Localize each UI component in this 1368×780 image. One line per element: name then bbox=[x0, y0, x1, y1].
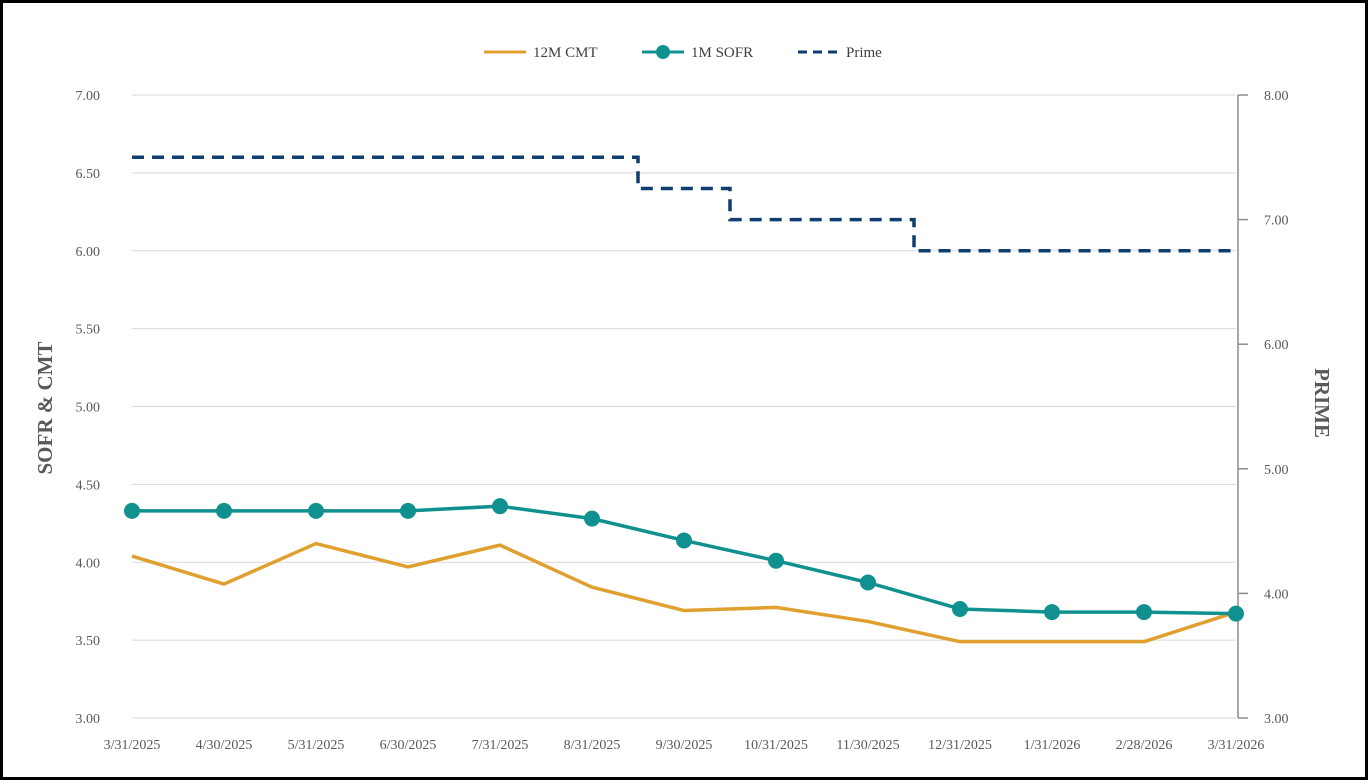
x-tick-label: 4/30/2025 bbox=[196, 738, 253, 753]
x-tick-label: 3/31/2025 bbox=[104, 738, 161, 753]
x-tick-label: 5/31/2025 bbox=[288, 738, 345, 753]
right-tick-label: 7.00 bbox=[1264, 214, 1289, 229]
left-tick-label: 4.00 bbox=[76, 556, 101, 571]
left-tick-label: 3.00 bbox=[76, 712, 101, 727]
legend: 12M CMT 1M SOFR Prime bbox=[484, 45, 882, 61]
sofr-point bbox=[584, 510, 600, 527]
legend-marker-1m-sofr bbox=[656, 45, 670, 59]
sofr-point bbox=[308, 502, 324, 519]
legend-item-12m-cmt: 12M CMT bbox=[484, 45, 598, 61]
sofr-point bbox=[400, 502, 416, 519]
x-tick-label: 1/31/2026 bbox=[1024, 738, 1081, 753]
legend-item-1m-sofr: 1M SOFR bbox=[642, 45, 753, 61]
left-tick-label: 4.50 bbox=[76, 478, 101, 493]
series-line-prime bbox=[132, 155, 1236, 253]
left-tick-label: 7.00 bbox=[76, 89, 101, 104]
x-tick-label: 8/31/2025 bbox=[564, 738, 621, 753]
left-axis-title: SOFR & CMT bbox=[33, 342, 57, 475]
right-tick-label: 4.00 bbox=[1264, 587, 1289, 602]
x-tick-label: 9/30/2025 bbox=[656, 738, 713, 753]
sofr-point bbox=[768, 552, 784, 569]
right-tick-label: 6.00 bbox=[1264, 338, 1289, 353]
sofr-point bbox=[124, 502, 140, 519]
sofr-point bbox=[952, 600, 968, 617]
x-tick-label: 2/28/2026 bbox=[1116, 738, 1173, 753]
x-axis-ticks: 3/31/2025 4/30/2025 5/31/2025 6/30/2025 7/31… bbox=[104, 738, 1265, 753]
gridlines bbox=[132, 94, 1236, 719]
legend-label-12m-cmt: 12M CMT bbox=[533, 45, 598, 61]
sofr-point bbox=[1136, 604, 1152, 621]
right-tick-label: 5.00 bbox=[1264, 463, 1289, 478]
sofr-point bbox=[1228, 605, 1244, 622]
left-tick-label: 6.50 bbox=[76, 167, 101, 182]
series-line-12m-cmt bbox=[131, 541, 1237, 644]
sofr-point bbox=[860, 574, 876, 591]
x-tick-label: 3/31/2026 bbox=[1208, 738, 1265, 753]
left-tick-label: 3.50 bbox=[76, 634, 101, 649]
series-line-1m-sofr bbox=[132, 504, 1237, 616]
x-tick-label: 10/31/2025 bbox=[744, 738, 808, 753]
legend-label-1m-sofr: 1M SOFR bbox=[691, 45, 753, 61]
sofr-point bbox=[676, 532, 692, 549]
x-tick-label: 6/30/2025 bbox=[380, 738, 437, 753]
legend-item-prime: Prime bbox=[798, 45, 882, 61]
left-tick-label: 5.00 bbox=[76, 401, 101, 416]
left-tick-label: 5.50 bbox=[76, 323, 101, 338]
right-tick-label: 3.00 bbox=[1264, 712, 1289, 727]
left-tick-label: 6.00 bbox=[76, 245, 101, 260]
series-layer bbox=[124, 155, 1244, 644]
left-axis-ticks: 3.00 3.50 4.00 4.50 5.00 5.50 6.00 6.50 7.00 bbox=[76, 89, 101, 727]
x-tick-label: 11/30/2025 bbox=[836, 738, 899, 753]
sofr-point bbox=[492, 498, 508, 515]
sofr-point bbox=[1044, 604, 1060, 621]
right-tick-label: 8.00 bbox=[1264, 89, 1289, 104]
sofr-point bbox=[216, 502, 232, 519]
right-axis: 3.00 4.00 5.00 6.00 7.00 8.00 bbox=[1237, 89, 1289, 727]
x-tick-label: 12/31/2025 bbox=[928, 738, 992, 753]
x-tick-label: 7/31/2025 bbox=[472, 738, 529, 753]
legend-label-prime: Prime bbox=[846, 45, 882, 61]
right-axis-title: PRIME bbox=[1310, 368, 1334, 438]
